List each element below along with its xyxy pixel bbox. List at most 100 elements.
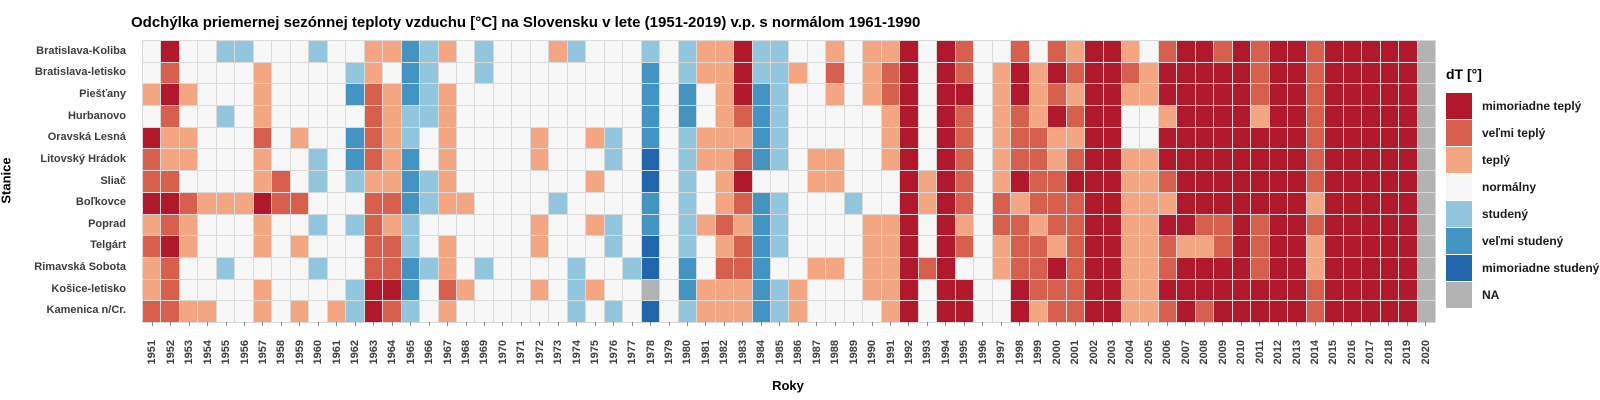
heatmap-cell	[771, 41, 789, 62]
heatmap-cell	[1085, 106, 1103, 127]
x-tick	[410, 322, 412, 326]
heatmap-cell	[493, 279, 512, 301]
heatmap-cell	[161, 192, 179, 214]
heatmap-cell	[1362, 149, 1380, 171]
heatmap-cell	[1380, 149, 1399, 171]
heatmap-cell	[1085, 171, 1103, 192]
heatmap-cell	[457, 257, 475, 279]
heatmap-cell	[1251, 84, 1269, 106]
heatmap-cell	[1121, 214, 1140, 236]
heatmap-cell	[1269, 149, 1288, 171]
heatmap-cell	[660, 127, 678, 149]
heatmap-cell	[752, 192, 771, 214]
heatmap-cell	[1066, 149, 1085, 171]
heatmap-cell	[530, 171, 549, 192]
heatmap-cell	[974, 257, 992, 279]
heatmap-cell	[918, 257, 937, 279]
heatmap-cell	[1288, 214, 1306, 236]
heatmap-cell	[216, 214, 235, 236]
heatmap-cell	[937, 214, 955, 236]
heatmap-cell	[586, 84, 604, 106]
heatmap-cell	[1121, 62, 1140, 84]
heatmap-cell	[1288, 149, 1306, 171]
heatmap-cell	[567, 257, 586, 279]
heatmap-cell	[826, 41, 844, 62]
heatmap-cell	[1214, 41, 1232, 62]
heatmap-cell	[955, 279, 974, 301]
heatmap-cell	[660, 106, 678, 127]
heatmap-cell	[697, 279, 715, 301]
year-label: 1998	[1013, 340, 1026, 365]
heatmap-cell	[179, 257, 198, 279]
x-tick	[650, 322, 652, 326]
heatmap-cell	[272, 127, 290, 149]
heatmap-cell	[179, 301, 198, 322]
heatmap-cell	[1048, 236, 1066, 257]
heatmap-cell	[1029, 279, 1048, 301]
heatmap-cell	[1306, 279, 1325, 301]
station-label: Rimavská Sobota	[34, 260, 126, 273]
x-tick	[853, 322, 855, 326]
heatmap-cell	[198, 106, 216, 127]
heatmap-cell	[143, 106, 161, 127]
x-tick	[797, 322, 799, 326]
heatmap-cell	[1362, 84, 1380, 106]
heatmap-cell	[771, 127, 789, 149]
heatmap-cell	[1011, 127, 1029, 149]
heatmap-cell	[364, 62, 383, 84]
heatmap-cell	[253, 279, 272, 301]
heatmap-cell	[198, 301, 216, 322]
heatmap-cell	[771, 171, 789, 192]
heatmap-cell	[807, 106, 826, 127]
heatmap-cell	[937, 62, 955, 84]
heatmap-cell	[789, 214, 807, 236]
heatmap-cell	[457, 301, 475, 322]
heatmap-cell	[992, 106, 1011, 127]
heatmap-cell	[143, 41, 161, 62]
heatmap-cell	[327, 236, 346, 257]
heatmap-cell	[1195, 106, 1214, 127]
heatmap-cell	[992, 279, 1011, 301]
heatmap-cell	[660, 192, 678, 214]
heatmap-cell	[1158, 279, 1177, 301]
heatmap-cell	[420, 84, 438, 106]
year-label: 2005	[1142, 340, 1155, 365]
heatmap-cell	[161, 106, 179, 127]
heatmap-cell	[900, 127, 918, 149]
heatmap-cell	[1121, 41, 1140, 62]
legend-swatch	[1446, 200, 1472, 227]
heatmap-cell	[1140, 171, 1158, 192]
heatmap-cell	[253, 192, 272, 214]
heatmap-cell	[1066, 62, 1085, 84]
heatmap-cell	[364, 106, 383, 127]
heatmap-cell	[771, 84, 789, 106]
heatmap-cell	[918, 84, 937, 106]
heatmap-cell	[179, 214, 198, 236]
station-label: Boľkovce	[75, 196, 126, 209]
year-label: 1963	[367, 340, 380, 365]
year-label: 1960	[312, 340, 325, 365]
heatmap-cell	[826, 84, 844, 106]
heatmap-cell	[1029, 192, 1048, 214]
heatmap-cell	[327, 214, 346, 236]
heatmap-cell	[1362, 41, 1380, 62]
year-label: 2003	[1106, 340, 1118, 365]
heatmap-cell	[1140, 279, 1158, 301]
heatmap-cell	[493, 171, 512, 192]
heatmap-cell	[863, 214, 881, 236]
year-label: 1955	[220, 340, 233, 365]
heatmap-cell	[1011, 279, 1029, 301]
heatmap-cell	[955, 192, 974, 214]
heatmap-cell	[364, 41, 383, 62]
heatmap-cell	[715, 214, 734, 236]
heatmap-cell	[512, 192, 530, 214]
heatmap-cell	[143, 84, 161, 106]
heatmap-cell	[1417, 301, 1435, 322]
heatmap-cell	[1380, 214, 1399, 236]
heatmap-cell	[1343, 214, 1362, 236]
heatmap-cell	[1011, 171, 1029, 192]
heatmap-cell	[327, 171, 346, 192]
heatmap-cell	[1343, 41, 1362, 62]
year-label: 2020	[1419, 340, 1432, 365]
heatmap-cell	[549, 62, 567, 84]
